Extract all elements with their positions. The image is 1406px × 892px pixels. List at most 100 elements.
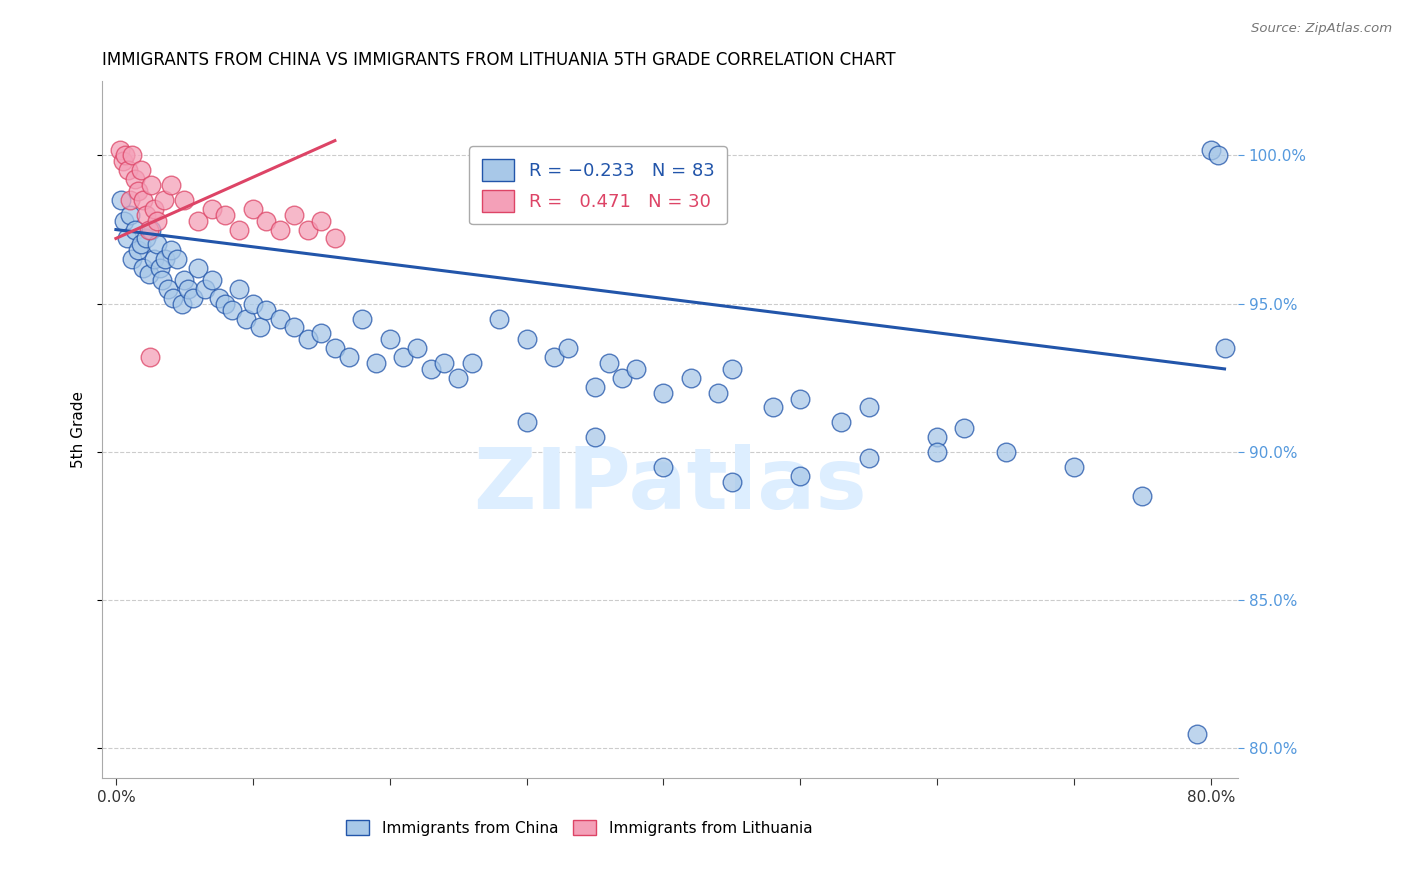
Point bbox=[392, 350, 415, 364]
Point bbox=[121, 148, 143, 162]
Point bbox=[177, 282, 200, 296]
Point bbox=[1185, 726, 1208, 740]
Point bbox=[283, 208, 305, 222]
Point bbox=[378, 332, 401, 346]
Point bbox=[406, 341, 429, 355]
Point bbox=[612, 371, 634, 385]
Point bbox=[173, 193, 195, 207]
Point bbox=[149, 261, 172, 276]
Point bbox=[124, 172, 146, 186]
Point bbox=[153, 193, 176, 207]
Text: Source: ZipAtlas.com: Source: ZipAtlas.com bbox=[1251, 22, 1392, 36]
Point bbox=[143, 202, 166, 216]
Point bbox=[132, 193, 155, 207]
Point bbox=[143, 252, 166, 267]
Point bbox=[707, 385, 730, 400]
Point bbox=[181, 291, 204, 305]
Point bbox=[141, 222, 163, 236]
Point bbox=[170, 296, 193, 310]
Point bbox=[112, 213, 135, 227]
Point bbox=[139, 350, 162, 364]
Point bbox=[135, 208, 157, 222]
Point bbox=[297, 222, 319, 236]
Point bbox=[235, 311, 257, 326]
Point bbox=[679, 371, 702, 385]
Point bbox=[858, 450, 880, 465]
Point bbox=[433, 356, 456, 370]
Point bbox=[994, 445, 1017, 459]
Point bbox=[927, 430, 949, 444]
Point bbox=[557, 341, 579, 355]
Point bbox=[118, 193, 141, 207]
Point bbox=[228, 282, 250, 296]
Point bbox=[207, 291, 229, 305]
Text: IMMIGRANTS FROM CHINA VS IMMIGRANTS FROM LITHUANIA 5TH GRADE CORRELATION CHART: IMMIGRANTS FROM CHINA VS IMMIGRANTS FROM… bbox=[103, 51, 896, 69]
Point bbox=[858, 401, 880, 415]
Point bbox=[124, 222, 146, 236]
Point bbox=[110, 193, 132, 207]
Point bbox=[153, 252, 176, 267]
Point bbox=[830, 415, 852, 429]
Point bbox=[242, 296, 264, 310]
Point bbox=[129, 237, 152, 252]
Point bbox=[789, 468, 811, 483]
Point bbox=[152, 273, 174, 287]
Point bbox=[1063, 459, 1085, 474]
Point bbox=[447, 371, 470, 385]
Point bbox=[194, 282, 217, 296]
Point bbox=[159, 178, 181, 193]
Point bbox=[323, 231, 346, 245]
Point bbox=[789, 392, 811, 406]
Point bbox=[132, 261, 155, 276]
Point bbox=[146, 237, 169, 252]
Point bbox=[214, 208, 236, 222]
Point bbox=[720, 475, 742, 489]
Point bbox=[159, 244, 181, 258]
Point bbox=[127, 244, 149, 258]
Point bbox=[543, 350, 565, 364]
Point bbox=[309, 213, 332, 227]
Point bbox=[117, 163, 139, 178]
Point bbox=[141, 178, 163, 193]
Point bbox=[115, 231, 138, 245]
Point bbox=[1213, 341, 1236, 355]
Point bbox=[461, 356, 484, 370]
Point bbox=[214, 296, 236, 310]
Point bbox=[515, 415, 537, 429]
Point bbox=[309, 326, 332, 341]
Point bbox=[201, 273, 224, 287]
Point bbox=[118, 208, 141, 222]
Point bbox=[364, 356, 387, 370]
Point bbox=[652, 385, 675, 400]
Point bbox=[256, 302, 278, 317]
Text: ZIPatlas: ZIPatlas bbox=[474, 444, 868, 527]
Point bbox=[927, 445, 949, 459]
Point bbox=[762, 401, 785, 415]
Point bbox=[187, 213, 209, 227]
Point bbox=[127, 184, 149, 198]
Point bbox=[256, 213, 278, 227]
Point bbox=[114, 148, 136, 162]
Legend: Immigrants from China, Immigrants from Lithuania: Immigrants from China, Immigrants from L… bbox=[340, 814, 818, 842]
Point bbox=[187, 261, 209, 276]
Point bbox=[201, 202, 224, 216]
Point bbox=[583, 380, 606, 394]
Point bbox=[249, 320, 271, 334]
Point bbox=[108, 143, 131, 157]
Point bbox=[1199, 143, 1222, 157]
Point bbox=[173, 273, 195, 287]
Point bbox=[323, 341, 346, 355]
Point bbox=[352, 311, 374, 326]
Point bbox=[111, 154, 134, 169]
Point bbox=[953, 421, 976, 435]
Point bbox=[283, 320, 305, 334]
Point bbox=[598, 356, 620, 370]
Point bbox=[138, 222, 160, 236]
Point bbox=[515, 332, 537, 346]
Point bbox=[162, 291, 184, 305]
Point bbox=[121, 252, 143, 267]
Point bbox=[583, 430, 606, 444]
Point bbox=[156, 282, 179, 296]
Point bbox=[652, 459, 675, 474]
Point bbox=[166, 252, 188, 267]
